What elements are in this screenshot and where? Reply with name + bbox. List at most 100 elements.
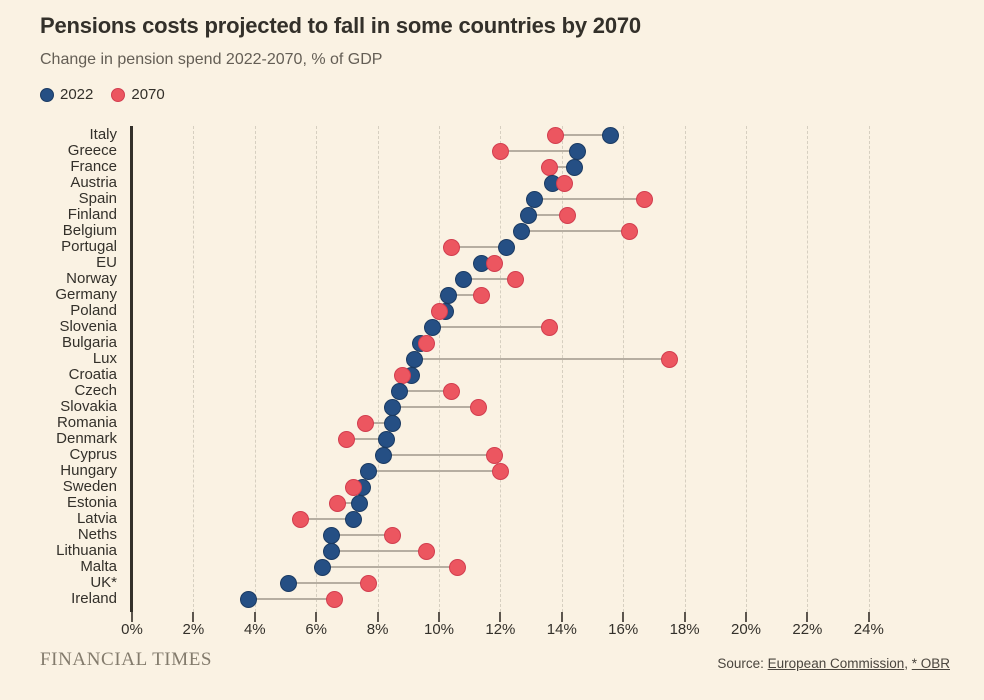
chart-subtitle: Change in pension spend 2022-2070, % of … — [40, 51, 383, 68]
dot-2070-lithuania — [418, 542, 436, 560]
country-label: Finland — [67, 206, 117, 223]
dot-2022-spain — [525, 190, 543, 208]
dot-2070-eu — [485, 254, 503, 272]
connector-line — [331, 534, 393, 536]
axis-tick — [622, 612, 625, 622]
country-label: Croatia — [68, 366, 117, 383]
dot-2022-greece — [568, 142, 586, 160]
dot-2022-cyprus — [375, 446, 393, 464]
dot-2070-france — [541, 158, 559, 176]
dot-2070-slovakia — [470, 398, 488, 416]
gridline — [254, 126, 256, 612]
gridline — [193, 126, 195, 612]
country-label: Romania — [56, 414, 117, 431]
axis-tick — [438, 612, 440, 622]
dot-2022-slovenia — [424, 318, 442, 336]
dot-2070-greece — [491, 142, 509, 160]
country-label: Latvia — [76, 510, 117, 527]
axis-tick — [560, 612, 563, 622]
dot-2022-neths — [323, 526, 341, 544]
country-label: Italy — [89, 126, 117, 143]
dot-2022-slovakia — [384, 398, 402, 416]
dot-2070-uk — [359, 574, 377, 592]
gridline — [377, 126, 379, 612]
dot-2070-hungary — [491, 462, 509, 480]
dot-2022-norway — [455, 270, 473, 288]
legend-item-2022: 2022 — [40, 86, 93, 103]
source-link-obr[interactable]: * OBR — [911, 656, 950, 671]
axis-tick-label: 2% — [182, 621, 205, 638]
axis-tick-label: 12% — [485, 621, 516, 638]
dot-2022-ireland — [240, 590, 258, 608]
axis-tick-label: 0% — [121, 621, 143, 638]
legend-dot-2070-icon — [111, 87, 126, 102]
dot-2070-belgium — [620, 222, 638, 240]
country-label: Sweden — [62, 478, 117, 495]
dot-2022-estonia — [350, 494, 368, 512]
chart-title: Pensions costs projected to fall in some… — [40, 13, 641, 38]
dot-2022-denmark — [378, 430, 396, 448]
dot-2022-italy — [602, 126, 620, 144]
dot-2070-ireland — [326, 590, 344, 608]
axis-tick — [376, 612, 379, 622]
gridline — [868, 126, 870, 612]
country-label: Spain — [78, 190, 117, 207]
connector-line — [448, 294, 482, 296]
gridline — [807, 126, 809, 612]
connector-line — [368, 470, 501, 472]
connector-line — [300, 518, 354, 520]
country-label: Lithuania — [56, 542, 117, 559]
dot-2022-finland — [519, 206, 537, 224]
dot-2070-czech — [442, 382, 460, 400]
axis-tick-label: 6% — [305, 621, 328, 638]
dot-2070-portugal — [442, 238, 460, 256]
dot-2070-cyprus — [485, 446, 503, 464]
axis-tick-label: 8% — [366, 621, 389, 638]
country-label: Portugal — [61, 238, 117, 255]
dot-2070-lux — [660, 350, 678, 368]
country-label: Belgium — [62, 222, 117, 239]
axis-tick — [192, 612, 195, 622]
dot-2022-portugal — [498, 238, 516, 256]
country-label: Denmark — [56, 430, 117, 447]
connector-line — [500, 150, 578, 152]
axis-tick — [131, 612, 133, 622]
gridline — [316, 126, 318, 612]
country-label: France — [70, 158, 117, 175]
chart-legend: 2022 2070 — [40, 86, 165, 103]
gridline — [623, 126, 625, 612]
country-label: Estonia — [66, 494, 117, 511]
dot-2070-croatia — [393, 366, 411, 384]
axis-tick — [806, 612, 809, 622]
dot-2070-denmark — [338, 430, 356, 448]
connector-line — [346, 438, 387, 440]
dot-2070-latvia — [292, 510, 310, 528]
dot-2022-latvia — [344, 510, 362, 528]
source-prefix: Source: — [717, 656, 768, 671]
country-label: Hungary — [60, 462, 117, 479]
axis-tick-label: 18% — [669, 621, 700, 638]
dot-2022-germany — [439, 286, 457, 304]
axis-tick-label: 4% — [243, 621, 266, 638]
dot-2022-lithuania — [323, 542, 341, 560]
legend-label-2070: 2070 — [131, 86, 165, 103]
source-link-european-commission[interactable]: European Commission — [767, 656, 905, 671]
dot-2022-malta — [313, 558, 331, 576]
gridline — [561, 126, 563, 612]
axis-tick-label: 16% — [608, 621, 639, 638]
connector-line — [399, 390, 452, 392]
connector-line — [322, 566, 458, 568]
axis-tick-label: 24% — [853, 621, 884, 638]
country-label: Lux — [92, 350, 117, 367]
connector-line — [555, 134, 611, 136]
connector-line — [432, 326, 550, 328]
axis-tick — [683, 612, 686, 622]
dot-2070-malta — [448, 558, 466, 576]
connector-line — [451, 246, 507, 248]
dot-2070-estonia — [329, 494, 347, 512]
connector-line — [337, 502, 360, 504]
axis-tick — [499, 612, 502, 622]
connector-line — [534, 198, 645, 200]
axis-tick-label: 14% — [546, 621, 577, 638]
